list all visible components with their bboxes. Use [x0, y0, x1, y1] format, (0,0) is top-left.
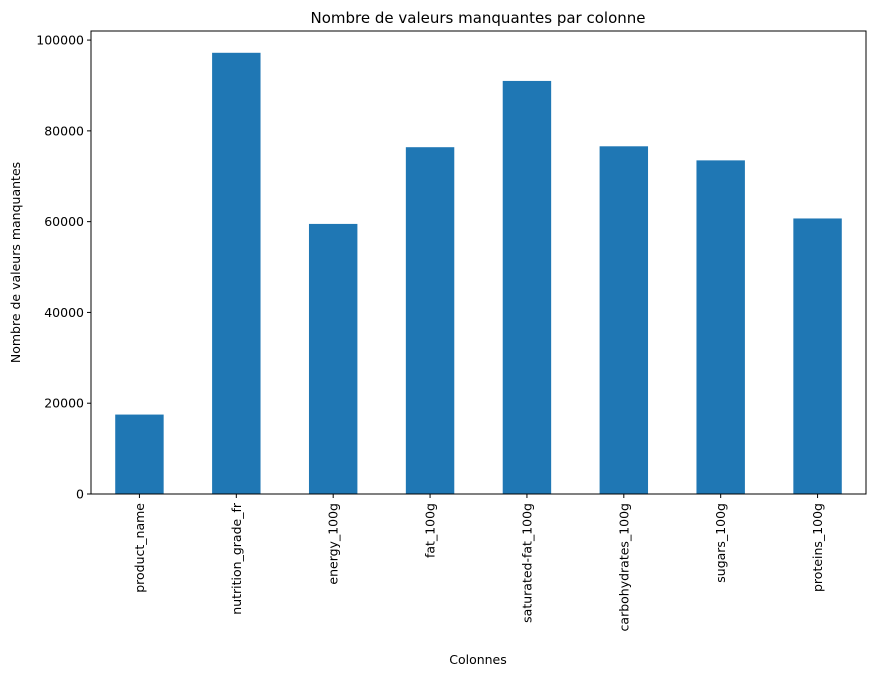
- bars-group: [115, 52, 842, 495]
- bar-saturated-fat_100g: [502, 80, 552, 495]
- y-tick-label: 20000: [44, 396, 84, 411]
- y-axis-ticks: 0 20000 40000 60000 80000 100000: [36, 33, 91, 502]
- bar-proteins_100g: [793, 218, 842, 494]
- bar-product_name: [115, 414, 164, 494]
- x-tick-label: saturated-fat_100g: [519, 503, 534, 623]
- y-axis-label: Nombre de valeurs manquantes: [8, 162, 23, 363]
- y-tick-label: 40000: [44, 305, 84, 320]
- y-tick-label: 100000: [36, 33, 84, 48]
- y-tick-label: 60000: [44, 214, 84, 229]
- bar-energy_100g: [308, 223, 358, 494]
- y-tick-label: 80000: [44, 123, 84, 138]
- plot-frame: [90, 30, 867, 495]
- bar-nutrition_grade_fr: [212, 52, 261, 494]
- x-tick-label: nutrition_grade_fr: [229, 502, 244, 615]
- x-tick-label: carbohydrates_100g: [616, 503, 631, 631]
- x-axis-label: Colonnes: [449, 652, 507, 667]
- bar-carbohydrates_100g: [599, 146, 649, 494]
- x-axis-ticks: product_name nutrition_grade_fr energy_100…: [132, 494, 825, 631]
- x-tick-label: proteins_100g: [810, 503, 825, 592]
- x-tick-label: energy_100g: [326, 503, 341, 585]
- bar-fat_100g: [405, 147, 455, 494]
- bar-sugars_100g: [696, 160, 745, 494]
- x-tick-label: product_name: [132, 503, 147, 593]
- y-tick-label: 0: [76, 487, 84, 502]
- chart-title: Nombre de valeurs manquantes par colonne: [311, 9, 646, 27]
- x-tick-label: fat_100g: [423, 503, 438, 558]
- x-tick-label: sugars_100g: [713, 503, 728, 583]
